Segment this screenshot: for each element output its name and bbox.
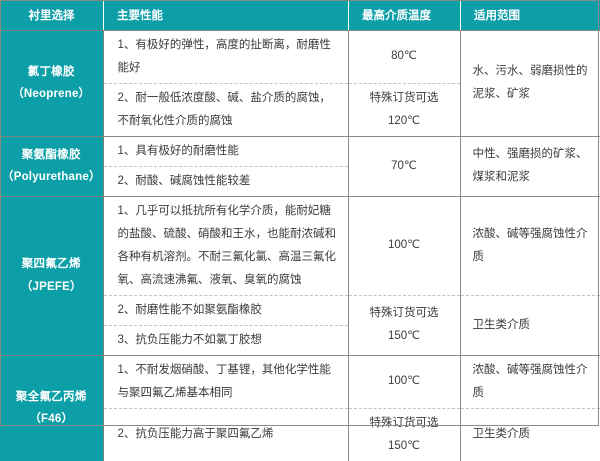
temperature-value: 150℃ <box>387 439 421 452</box>
table-header: 衬里选择 主要性能 最高介质温度 适用范围 <box>0 0 600 30</box>
scope-cell: 中性、强磨损的矿浆、煤浆和泥浆 <box>460 135 600 196</box>
temperature-cell: 70℃ <box>348 135 461 196</box>
material-name-latin: （F46） <box>29 413 74 425</box>
table-row: 2、耐酸、碱腐蚀性能较差 <box>0 165 600 196</box>
performance-cell: 2、耐磨性能不如聚氨酯橡胶 <box>103 294 349 325</box>
performance-cell: 1、具有极好的耐磨性能 <box>103 135 349 166</box>
table-row: 2、耐一般低浓度酸、碱、盐介质的腐蚀，不耐氧化性介质的腐蚀 特殊订货可选 120… <box>0 82 600 136</box>
table-row: 氯丁橡胶 （Neoprene） 1、有极好的弹性，高度的扯断离，耐磨性能好 80… <box>0 29 600 136</box>
temperature-cell: 特殊订货可选 150℃ <box>348 407 461 461</box>
temperature-cell: 80℃ <box>348 29 461 83</box>
table-row: 聚氨酯橡胶 （Polyurethane） 1、具有极好的耐磨性能 70℃ 中性、… <box>0 135 600 196</box>
material-name-cn: 氯丁橡胶 <box>27 65 75 78</box>
column-header-lining-selection: 衬里选择 <box>0 0 103 30</box>
temperature-value: 80℃ <box>391 50 417 62</box>
material-name-latin: （Neoprene） <box>12 88 91 100</box>
temperature-cell: 100℃ <box>348 354 461 408</box>
column-header-main-performance: 主要性能 <box>103 0 348 30</box>
performance-cell: 2、抗负压能力高于聚四氟乙烯 <box>103 407 349 461</box>
performance-cell: 3、抗负压能力不如氯丁胶想 <box>103 324 349 355</box>
scope-cell: 浓酸、碱等强腐蚀性介质 <box>460 195 600 295</box>
temperature-cell: 特殊订货可选 120℃ <box>348 82 461 136</box>
table-row: 2、耐磨性能不如聚氨酯橡胶 特殊订货可选 150℃ 卫生类介质 <box>0 294 600 355</box>
material-name-cn: 聚氨酯橡胶 <box>21 148 81 161</box>
temperature-value: 150℃ <box>387 330 421 342</box>
table-row: 3、抗负压能力不如氯丁胶想 <box>0 324 600 355</box>
performance-cell: 2、耐酸、碱腐蚀性能较差 <box>103 165 349 196</box>
scope-cell: 卫生类介质 <box>460 407 600 461</box>
column-header-applicable-range: 适用范围 <box>460 0 600 30</box>
material-name-cn: 聚全氟乙丙烯 <box>15 390 87 403</box>
scope-cell: 卫生类介质 <box>460 294 600 355</box>
material-cell-jpefe: 聚四氟乙烯 （JPEFE） <box>0 195 104 355</box>
material-cell-neoprene: 氯丁橡胶 （Neoprene） <box>0 29 104 136</box>
temperature-value: 100℃ <box>387 239 421 251</box>
table-row: 聚全氟乙丙烯 （F46） 1、不耐发烟硝酸、丁基锂，其他化学性能与聚四氟乙烯基本… <box>0 354 600 461</box>
header-divider <box>103 0 104 30</box>
material-cell-polyurethane: 聚氨酯橡胶 （Polyurethane） <box>0 135 104 196</box>
performance-cell: 1、有极好的弹性，高度的扯断离，耐磨性能好 <box>103 29 349 83</box>
material-cell-f46: 聚全氟乙丙烯 （F46） <box>0 354 104 461</box>
material-name-cn: 聚四氟乙烯 <box>21 258 81 271</box>
temperature-note: 特殊订货可选 <box>369 307 439 319</box>
material-name-latin: （Polyurethane） <box>2 171 101 183</box>
temperature-note: 特殊订货可选 <box>369 91 439 104</box>
temperature-cell: 100℃ <box>348 195 461 295</box>
table-body: 氯丁橡胶 （Neoprene） 1、有极好的弹性，高度的扯断离，耐磨性能好 80… <box>0 29 600 461</box>
header-divider <box>460 0 461 30</box>
table-header-row: 衬里选择 主要性能 最高介质温度 适用范围 <box>0 0 600 30</box>
column-header-max-medium-temperature: 最高介质温度 <box>348 0 460 30</box>
header-divider <box>348 0 349 30</box>
performance-cell: 2、耐一般低浓度酸、碱、盐介质的腐蚀，不耐氧化性介质的腐蚀 <box>103 82 349 136</box>
temperature-cell: 特殊订货可选 150℃ <box>348 294 461 355</box>
temperature-note: 特殊订货可选 <box>369 416 439 429</box>
performance-cell: 1、几乎可以抵抗所有化学介质，能耐妃糖的盐酸、硫酸、硝酸和王水，也能耐浓碱和各种… <box>103 195 349 295</box>
table-row: 聚四氟乙烯 （JPEFE） 1、几乎可以抵抗所有化学介质，能耐妃糖的盐酸、硫酸、… <box>0 195 600 355</box>
temperature-value: 100℃ <box>387 375 421 387</box>
scope-cell: 水、污水、弱磨损性的泥浆、矿浆 <box>460 29 600 136</box>
scope-cell: 浓酸、碱等强腐蚀性介质 <box>460 354 600 408</box>
temperature-value: 70℃ <box>391 159 417 172</box>
material-name-latin: （JPEFE） <box>20 280 82 293</box>
temperature-value: 120℃ <box>387 114 421 127</box>
performance-cell: 1、不耐发烟硝酸、丁基锂，其他化学性能与聚四氟乙烯基本相同 <box>103 354 349 408</box>
